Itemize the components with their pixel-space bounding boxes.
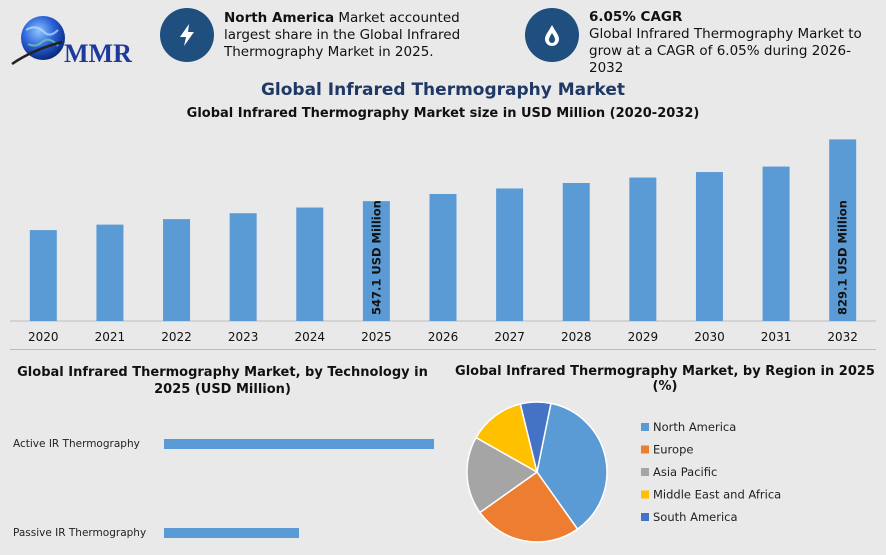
legend-swatch xyxy=(641,445,649,454)
drop-icon-circle xyxy=(525,8,579,62)
legend-swatch xyxy=(641,513,649,521)
legend-swatch xyxy=(641,423,649,431)
callout-bold: 6.05% CAGR xyxy=(589,9,683,25)
bar-2026 xyxy=(429,193,457,321)
technology-chart-title: Global Infrared Thermography Market, by … xyxy=(17,365,428,397)
bar-2025 xyxy=(362,201,390,321)
x-tick-label: 2030 xyxy=(694,330,725,344)
pie-slice-4 xyxy=(519,401,552,473)
lightning-icon xyxy=(180,24,194,46)
legend-label: South America xyxy=(653,510,738,524)
callout-body: Global Infrared Thermography Market to g… xyxy=(589,26,862,76)
bar-2023 xyxy=(229,213,257,321)
legend-label: Middle East and Africa xyxy=(653,488,781,502)
x-tick-label: 2025 xyxy=(361,330,392,344)
callout-bold: North America xyxy=(224,10,335,26)
hbar-0 xyxy=(164,439,434,449)
hbar-1 xyxy=(164,528,299,538)
x-tick-label: 2031 xyxy=(761,330,792,344)
callout-cagr: 6.05% CAGR Global Infrared Thermography … xyxy=(525,8,875,77)
bar-chart-title: Global Infrared Thermography Market size… xyxy=(186,106,700,121)
x-tick-label: 2024 xyxy=(294,330,325,344)
drop-icon xyxy=(545,25,559,46)
x-tick-label: 2027 xyxy=(494,330,525,344)
bar-2029 xyxy=(629,177,657,321)
bar-2028 xyxy=(562,183,590,321)
category-label: Active IR Thermography xyxy=(13,438,140,450)
technology-bar-chart: Active IR Thermography Passive IR Thermog… xyxy=(13,438,434,539)
legend-label: North America xyxy=(653,420,736,434)
x-tick-label: 2022 xyxy=(161,330,192,344)
pie-slice-2 xyxy=(466,436,539,514)
bar-2031 xyxy=(762,166,790,321)
lightning-icon-circle xyxy=(160,8,214,62)
bar-2027 xyxy=(496,188,524,321)
bar-2024 xyxy=(296,207,324,321)
legend-swatch xyxy=(641,468,649,476)
x-tick-label: 2032 xyxy=(827,330,858,344)
section-divider xyxy=(10,349,876,350)
mmr-logo: MMR xyxy=(11,16,132,68)
x-tick-label: 2026 xyxy=(428,330,459,344)
market-size-bar-chart: 2020 2021 2022 2023 2024 2025 547.1 USD Millio… xyxy=(10,139,876,344)
pie-slice-3 xyxy=(475,403,539,474)
callout-north-america: North America Market accounted largest s… xyxy=(160,8,490,62)
x-tick-label: 2020 xyxy=(28,330,59,344)
bar-2021 xyxy=(96,224,124,321)
logo-text: MMR xyxy=(64,39,132,68)
region-chart-title: Global Infrared Thermography Market, by … xyxy=(455,364,875,394)
pie-slice-1 xyxy=(478,470,579,543)
bar-data-label: 547.1 USD Million xyxy=(369,200,383,315)
pie-slice-0 xyxy=(536,402,608,531)
legend-swatch xyxy=(641,490,649,499)
bar-2020 xyxy=(29,230,57,321)
x-tick-label: 2021 xyxy=(95,330,126,344)
x-tick-label: 2029 xyxy=(628,330,659,344)
callout-text: 6.05% CAGR Global Infrared Thermography … xyxy=(589,8,875,77)
bar-2032 xyxy=(829,139,857,321)
main-title: Global Infrared Thermography Market xyxy=(260,80,626,100)
bar-2030 xyxy=(695,172,723,321)
legend-label: Asia Pacific xyxy=(653,465,717,479)
callout-body: Market accounted largest share in the Gl… xyxy=(224,10,461,60)
category-label: Passive IR Thermography xyxy=(13,527,146,539)
bar-data-label: 829.1 USD Million xyxy=(836,200,850,315)
x-tick-label: 2023 xyxy=(228,330,259,344)
bar-2022 xyxy=(163,219,191,321)
legend-label: Europe xyxy=(653,443,693,457)
region-pie-chart: North America Europe Asia Pacific Middle Ea… xyxy=(466,401,781,543)
x-tick-label: 2028 xyxy=(561,330,592,344)
callout-text: North America Market accounted largest s… xyxy=(224,8,490,61)
